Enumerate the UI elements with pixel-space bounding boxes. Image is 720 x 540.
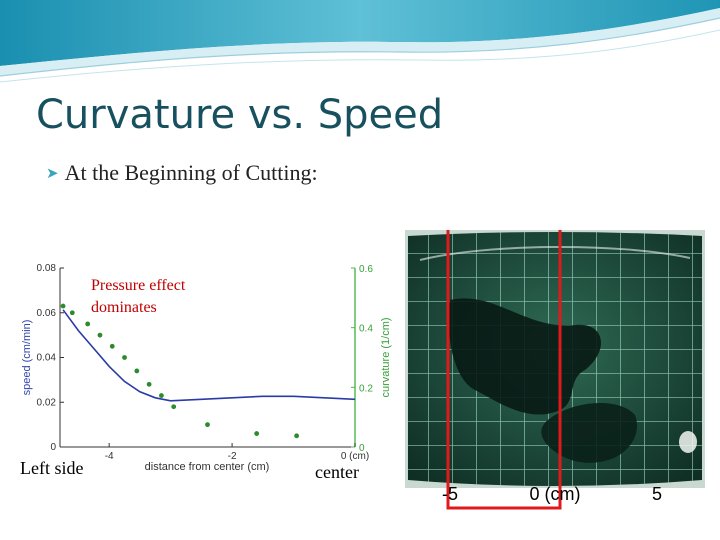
left-tick-label: 0.08 (37, 263, 57, 274)
speed-point (171, 404, 177, 410)
header-wave-decoration (0, 0, 720, 83)
gel-photo: -5 0 (cm) 5 (405, 230, 705, 510)
x-tick-label: -4 (105, 451, 114, 462)
y-axis-label: speed (cm/min) (21, 320, 33, 396)
left-tick-labels: 0 0.02 0.04 0.06 0.08 (37, 263, 64, 453)
right-tick-label: 0 (359, 443, 365, 454)
speed-point (294, 433, 300, 439)
center-label: center (315, 462, 359, 482)
photo-axis-label-center: 0 (cm) (530, 484, 581, 504)
speed-point (109, 343, 115, 349)
speed-point (134, 368, 140, 374)
bullet-item: ➤ At the Beginning of Cutting: (46, 160, 318, 186)
curvature-line (62, 309, 356, 402)
speed-point (254, 431, 260, 436)
curvature-speed-chart: 00.020.040.060.08 00.20.40.6 -4 -2 0 (cm) … (21, 263, 392, 473)
slide-title: Curvature vs. Speed (36, 92, 444, 138)
speed-point (146, 381, 152, 387)
dark-region-upper (448, 298, 602, 415)
pressure-note-line1: Pressure effect (91, 277, 186, 294)
left-tick-label: 0.04 (37, 353, 57, 364)
bubble-mark (679, 431, 697, 453)
speed-point (69, 310, 75, 316)
left-side-label: Left side (20, 458, 84, 478)
x-tick-labels: -4 -2 0 (cm) (105, 443, 369, 462)
right-tick-labels: 0 0.2 0.4 0.6 (351, 264, 373, 454)
speed-point (60, 303, 66, 309)
y2-axis-label: curvature (1/cm) (380, 317, 392, 397)
dark-region-lower (541, 402, 638, 463)
bullet-text: At the Beginning of Cutting: (64, 160, 318, 185)
right-tick-label: 0.6 (359, 264, 373, 275)
right-tick-label: 0.4 (359, 324, 373, 335)
left-tick-label: 0 (50, 442, 56, 453)
speed-point (97, 332, 103, 338)
pressure-note-line2: dominates (91, 299, 157, 316)
highlight-rectangle (446, 230, 562, 510)
x-axis-label: distance from center (cm) (145, 461, 270, 473)
left-tick-label: 0.06 (37, 308, 57, 319)
bullet-arrow-icon: ➤ (46, 165, 59, 182)
photo-axis-label-left: -5 (442, 484, 458, 504)
x-tick-label: 0 (cm) (341, 451, 369, 462)
speed-point (122, 355, 127, 360)
speed-point (85, 321, 91, 327)
left-tick-label: 0.02 (37, 397, 57, 408)
x-tick-label: -2 (228, 451, 237, 462)
photo-axis-label-right: 5 (652, 484, 662, 504)
speed-point (159, 393, 164, 398)
speed-points (60, 303, 300, 439)
speed-point (205, 422, 210, 428)
right-tick-label: 0.2 (359, 383, 373, 394)
